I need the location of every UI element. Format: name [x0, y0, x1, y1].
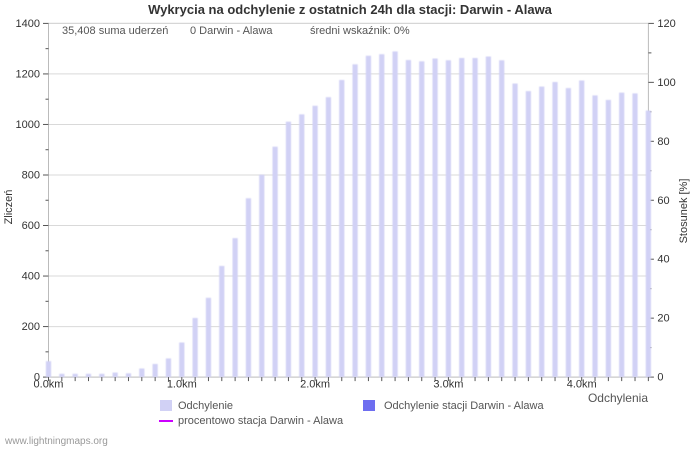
- svg-text:80: 80: [657, 136, 669, 148]
- svg-text:40: 40: [657, 254, 669, 266]
- svg-text:35,408 suma uderzeń: 35,408 suma uderzeń: [62, 25, 168, 37]
- svg-text:20: 20: [657, 313, 669, 325]
- svg-text:2.0km: 2.0km: [300, 378, 330, 390]
- svg-text:4.0km: 4.0km: [567, 378, 597, 390]
- svg-text:średni wskaźnik: 0%: średni wskaźnik: 0%: [310, 25, 410, 37]
- svg-text:Stosunek [%]: Stosunek [%]: [678, 179, 690, 244]
- svg-text:0: 0: [657, 372, 663, 384]
- svg-text:400: 400: [22, 271, 40, 283]
- svg-text:Zliczeń: Zliczeń: [3, 190, 15, 225]
- svg-text:0.0km: 0.0km: [34, 378, 64, 390]
- svg-text:Odchylenia: Odchylenia: [588, 391, 648, 405]
- svg-text:0 Darwin - Alawa: 0 Darwin - Alawa: [190, 25, 273, 37]
- svg-text:100: 100: [657, 77, 675, 89]
- svg-text:1.0km: 1.0km: [167, 378, 197, 390]
- svg-text:1200: 1200: [16, 68, 40, 80]
- svg-text:Odchylenie: Odchylenie: [178, 400, 233, 412]
- svg-text:procentowo stacja Darwin - Ala: procentowo stacja Darwin - Alawa: [178, 415, 344, 427]
- svg-text:1000: 1000: [16, 119, 40, 131]
- svg-text:1400: 1400: [16, 18, 40, 30]
- svg-text:800: 800: [22, 169, 40, 181]
- svg-text:www.lightningmaps.org: www.lightningmaps.org: [4, 436, 108, 447]
- svg-text:120: 120: [657, 18, 675, 30]
- svg-text:600: 600: [22, 220, 40, 232]
- svg-text:3.0km: 3.0km: [433, 378, 463, 390]
- svg-text:60: 60: [657, 195, 669, 207]
- svg-text:Odchylenie stacji Darwin - Ala: Odchylenie stacji Darwin - Alawa: [384, 400, 544, 412]
- svg-text:200: 200: [22, 321, 40, 333]
- svg-text:Wykrycia na odchylenie z ostat: Wykrycia na odchylenie z ostatnich 24h d…: [148, 2, 553, 17]
